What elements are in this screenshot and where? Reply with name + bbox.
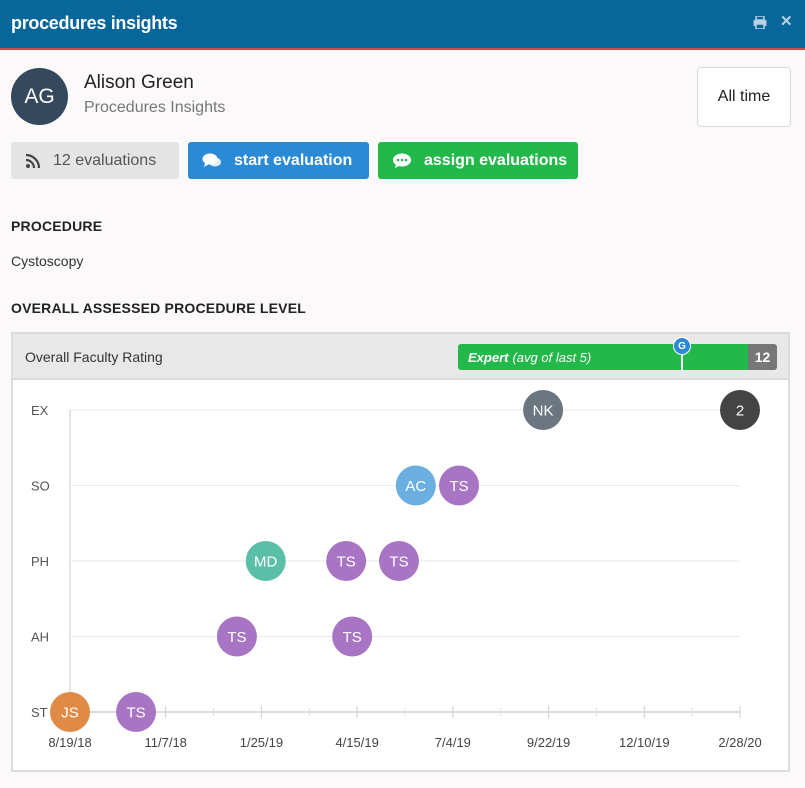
x-tick-label: 2/28/20	[718, 735, 761, 750]
chat-bubbles-icon	[202, 153, 222, 169]
evaluation-point-label: MD	[254, 554, 277, 571]
evaluation-point	[439, 465, 480, 506]
x-tick-label: 8/19/18	[48, 735, 91, 750]
evaluation-point	[116, 692, 157, 732]
x-tick-label: 12/10/19	[619, 735, 670, 750]
rating-label: Overall Faculty Rating	[25, 349, 163, 365]
evaluation-point-label: TS	[343, 629, 362, 646]
evaluation-point	[378, 541, 419, 581]
user-subtitle: Procedures Insights	[84, 99, 226, 116]
y-tick-label: SO	[31, 479, 50, 494]
chat-dots-icon	[392, 153, 412, 169]
y-tick-label: PH	[31, 554, 49, 569]
evaluation-point-label: TS	[227, 629, 246, 646]
level-marker-line	[681, 348, 683, 370]
procedure-heading: PROCEDURE	[11, 218, 103, 234]
x-tick-label: 4/15/19	[335, 735, 378, 750]
start-evaluation-button[interactable]: start evaluation	[188, 142, 369, 179]
y-tick-label: AH	[31, 630, 49, 645]
user-name: Alison Green	[84, 72, 194, 93]
rss-icon	[25, 153, 41, 169]
evaluations-count-button[interactable]: 12 evaluations	[11, 142, 179, 179]
scatter-plot: ST AH PH SO EX 8/19/18 11/7/18 1/25/19 4/15/19 7/…	[31, 390, 762, 750]
level-note: (avg of last 5)	[512, 349, 592, 365]
rating-header: Overall Faculty Rating Expert (avg of la…	[13, 334, 788, 380]
evaluation-point	[245, 541, 286, 581]
procedure-value: Cystoscopy	[11, 253, 84, 269]
x-tick-label: 1/25/19	[240, 735, 283, 750]
evaluation-point-label: TS	[126, 705, 145, 722]
evaluation-point-label: AC	[405, 478, 426, 495]
level-name: Expert	[468, 349, 509, 365]
overall-level-heading: OVERALL ASSESSED PROCEDURE LEVEL	[11, 300, 307, 316]
level-bar: Expert (avg of last 5)	[458, 344, 748, 370]
close-icon[interactable]: ✕	[780, 13, 793, 30]
evaluation-point	[332, 616, 373, 657]
evaluation-point	[720, 390, 760, 430]
evaluation-point	[395, 465, 436, 506]
level-count-badge: 12	[748, 344, 777, 370]
evaluation-point-label: 2	[736, 403, 744, 420]
window-title: procedures insights	[11, 13, 178, 33]
evaluations-count-label: 12 evaluations	[53, 151, 157, 169]
start-evaluation-label: start evaluation	[234, 151, 353, 169]
avatar: AG	[11, 68, 68, 125]
timeframe-button[interactable]: All time	[697, 67, 791, 127]
assign-evaluations-button[interactable]: assign evaluations	[378, 142, 578, 179]
assign-evaluations-label: assign evaluations	[424, 151, 568, 169]
level-marker[interactable]: G	[673, 337, 691, 355]
evaluation-point	[326, 541, 367, 581]
x-tick-label: 11/7/18	[145, 735, 187, 750]
window-titlebar: procedures insights ✕	[0, 0, 805, 50]
y-tick-label: EX	[31, 403, 49, 418]
evaluation-point-label: TS	[449, 478, 468, 495]
evaluation-point-label: JS	[61, 705, 79, 722]
print-icon[interactable]	[753, 15, 767, 31]
evaluation-point-label: TS	[337, 554, 356, 571]
x-tick-label: 9/22/19	[527, 735, 570, 750]
evaluation-point	[216, 616, 257, 657]
evaluation-point-label: NK	[533, 403, 554, 420]
y-tick-label: ST	[31, 705, 48, 720]
evaluation-point	[523, 390, 564, 430]
procedure-level-chart: Overall Faculty Rating Expert (avg of la…	[11, 332, 790, 772]
evaluation-point	[50, 692, 90, 732]
x-tick-label: 7/4/19	[435, 735, 471, 750]
evaluation-point-label: TS	[389, 554, 408, 571]
